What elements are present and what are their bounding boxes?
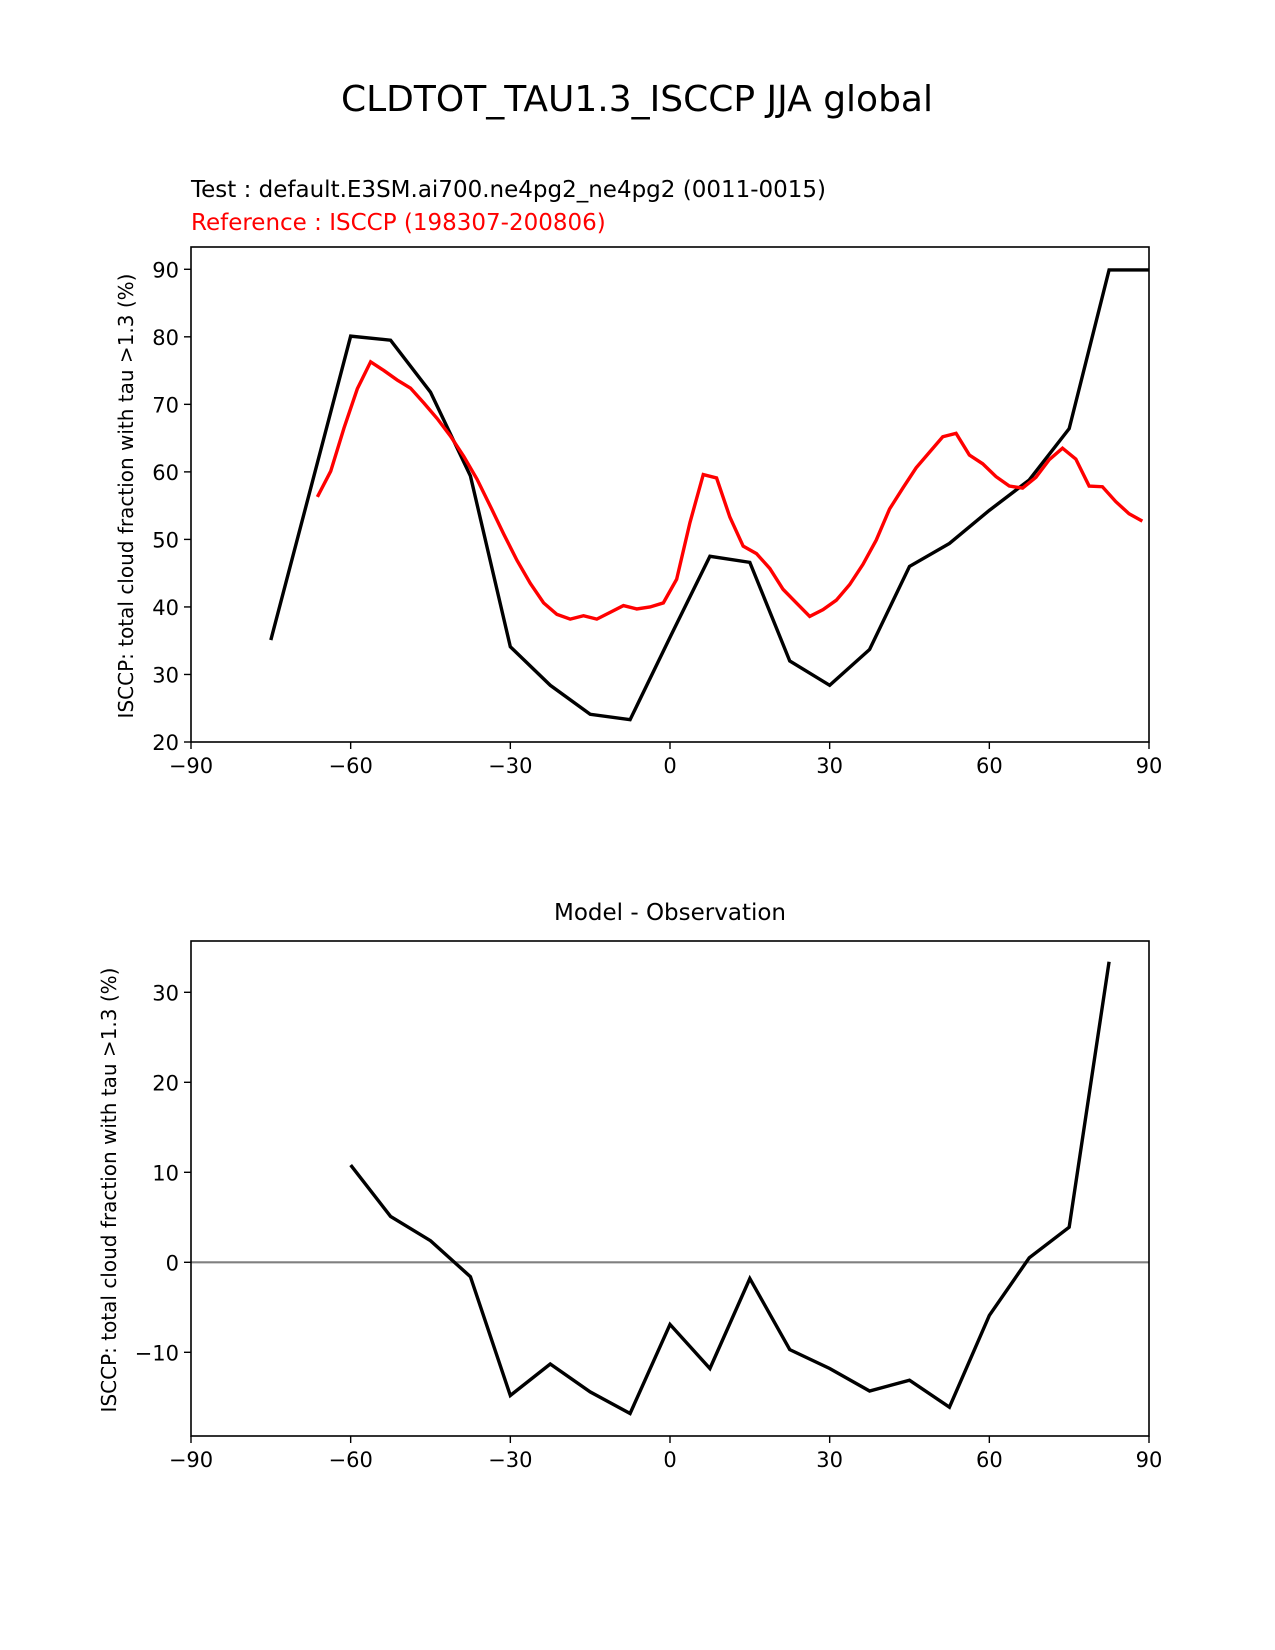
- y-tick-label: 90: [152, 258, 179, 282]
- bottom-panel-ylabel: ISCCP: total cloud fraction with tau >1.…: [97, 968, 121, 1413]
- difference-panel-title: Model - Observation: [554, 900, 786, 926]
- y-tick-label: 20: [152, 1071, 179, 1095]
- y-tick-label: 20: [152, 731, 179, 755]
- y-tick-label: −10: [135, 1341, 179, 1365]
- y-tick-label: 60: [152, 461, 179, 485]
- top-panel-ylabel: ISCCP: total cloud fraction with tau >1.…: [114, 274, 138, 719]
- y-tick-label: 50: [152, 528, 179, 552]
- difference-series-line: [349, 961, 1111, 1416]
- reference-series-line: [315, 359, 1144, 621]
- x-tick-label: −60: [329, 754, 373, 778]
- y-tick-label: 10: [152, 1161, 179, 1185]
- x-tick-label: 30: [816, 754, 843, 778]
- reference-label: Reference : ISCCP (198307-200806): [191, 210, 606, 236]
- plot-frame: [190, 940, 1150, 1437]
- plot-frame: [190, 246, 1150, 743]
- x-tick-label: −30: [488, 1448, 532, 1472]
- y-tick-label: 40: [152, 596, 179, 620]
- x-tick-label: −60: [329, 1448, 373, 1472]
- x-tick-label: 0: [663, 754, 676, 778]
- x-tick-label: 0: [663, 1448, 676, 1472]
- x-tick-label: 60: [976, 754, 1003, 778]
- figure-title: CLDTOT_TAU1.3_ISCCP JJA global: [341, 79, 933, 120]
- difference-panel: −90 −60 −30 0 30 60 90 −10 0 10 20 30: [135, 940, 1163, 1472]
- x-tick-label: −90: [169, 754, 213, 778]
- x-tick-label: −90: [169, 1448, 213, 1472]
- x-tick-label: 90: [1136, 1448, 1163, 1472]
- y-tick-label: 30: [152, 663, 179, 687]
- comparison-panel: −90 −60 −30 0 30 60 90 20 30 40 50 60 70 80 90: [152, 246, 1163, 778]
- x-tick-label: 90: [1136, 754, 1163, 778]
- x-tick-label: 60: [976, 1448, 1003, 1472]
- y-tick-label: 70: [152, 393, 179, 417]
- test-label: Test : default.E3SM.ai700.ne4pg2_ne4pg2 …: [190, 177, 826, 203]
- y-tick-label: 80: [152, 326, 179, 350]
- y-tick-label: 30: [152, 981, 179, 1005]
- test-series-line: [269, 268, 1149, 722]
- y-tick-label: 0: [166, 1251, 179, 1275]
- x-tick-label: −30: [488, 754, 532, 778]
- x-tick-label: 30: [816, 1448, 843, 1472]
